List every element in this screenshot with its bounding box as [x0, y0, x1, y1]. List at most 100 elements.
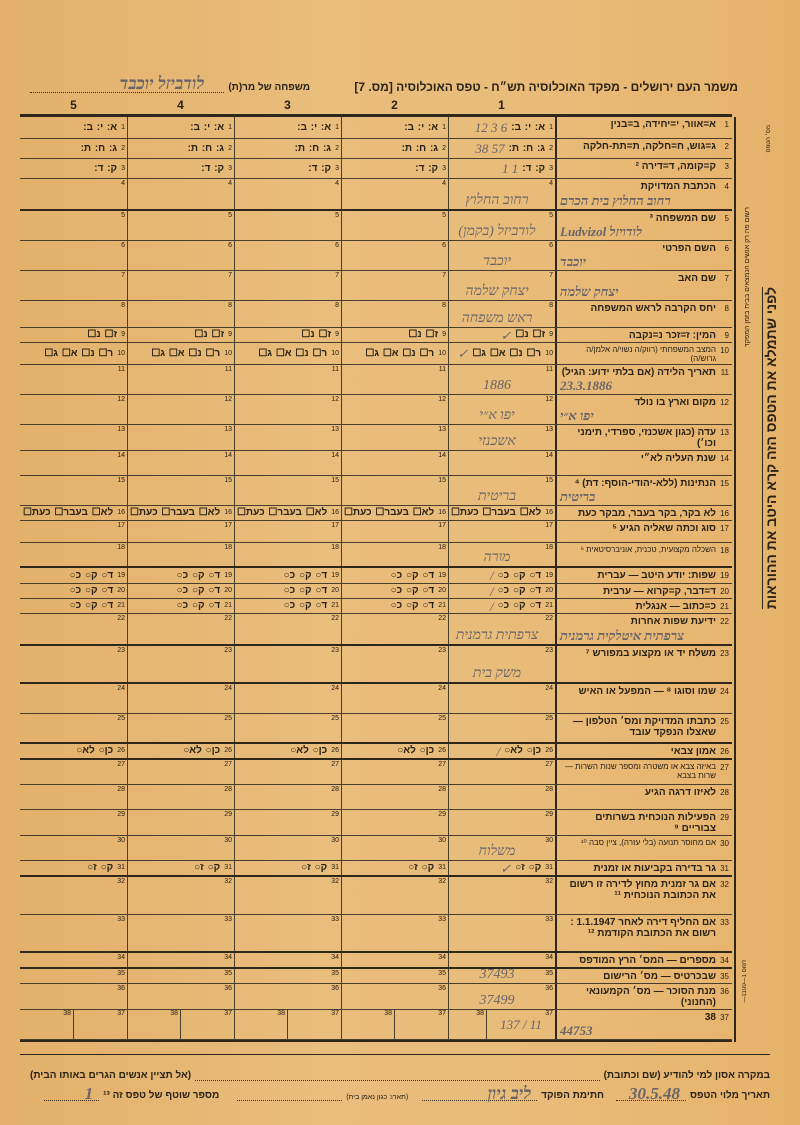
person-4-cell[interactable]: 16 לא☐ בעבר☐ כעת☐ [127, 506, 234, 520]
person-4-cell[interactable]: 24 [127, 684, 234, 713]
option-marks[interactable]: ד○ ק○ כ○ [497, 569, 542, 581]
option-marks[interactable]: ד○ ק○ כ○ [176, 600, 221, 611]
person-2-cell[interactable]: 22 [341, 614, 448, 644]
person-1-cell[interactable]: 28 [448, 785, 555, 809]
option-marks[interactable]: א: י: ב: [297, 121, 332, 133]
person-5-cell[interactable]: 14 [20, 451, 127, 475]
person-1-cell[interactable]: 8 ראש משפחה [448, 301, 555, 327]
person-5-cell[interactable]: 13 [20, 425, 127, 450]
person-5-cell[interactable]: 20 ד○ ק○ כ○ [20, 584, 127, 598]
option-marks[interactable]: ג: ח: ת: [294, 142, 332, 154]
person-4-cell[interactable]: 1 א: י: ב: [127, 117, 234, 138]
person-2-cell[interactable]: 6 [341, 241, 448, 270]
option-marks[interactable]: ז☐ נ☐ [194, 329, 225, 340]
person-2-cell[interactable]: 20 ד○ ק○ כ○ [341, 584, 448, 598]
option-marks[interactable]: כן○ לא○ [76, 745, 114, 756]
person-2-cell[interactable]: 21 ד○ ק○ כ○ [341, 599, 448, 613]
person-1-cell[interactable]: 1 א: י: ב: 6 3 12 [448, 117, 555, 138]
person-5-cell[interactable]: 29 [20, 810, 127, 835]
person-4-cell[interactable]: 34 [127, 953, 234, 967]
person-4-cell[interactable]: 32 [127, 877, 234, 914]
person-5-cell[interactable]: 24 [20, 684, 127, 713]
option-marks[interactable]: כן○ לא○ [504, 745, 542, 756]
person-4-cell[interactable]: 30 [127, 836, 234, 860]
person-4-cell[interactable]: 11 [127, 365, 234, 394]
person-2-cell[interactable]: 14 [341, 451, 448, 475]
person-4-cell[interactable]: 33 [127, 915, 234, 951]
person-1-cell[interactable]: 15 בריטית [448, 476, 555, 505]
person-1-cell[interactable]: 12 יפו א״י [448, 395, 555, 424]
sub-cell-38[interactable]: 38 [235, 1010, 287, 1039]
option-marks[interactable]: ד○ ק○ כ○ [69, 569, 114, 581]
role-input[interactable] [237, 1088, 343, 1101]
person-3-cell[interactable]: 9 ז☐ נ☐ [234, 328, 341, 342]
person-1-cell[interactable]: 18 מורה [448, 543, 555, 566]
person-4-cell[interactable]: 37 38 [127, 1010, 234, 1039]
option-marks[interactable]: א: י: ב: [404, 121, 439, 133]
person-2-cell[interactable]: 3 ק: ד: [341, 159, 448, 178]
person-3-cell[interactable]: 27 [234, 760, 341, 784]
person-3-cell[interactable]: 37 38 [234, 1010, 341, 1039]
person-1-cell[interactable]: 4 רחוב החלוץ [448, 179, 555, 209]
person-5-cell[interactable]: 25 [20, 714, 127, 742]
person-3-cell[interactable]: 23 [234, 646, 341, 682]
person-4-cell[interactable]: 28 [127, 785, 234, 809]
option-marks[interactable]: ג: ח: ת: [508, 142, 546, 154]
person-3-cell[interactable]: 1 א: י: ב: [234, 117, 341, 138]
person-1-cell[interactable]: 27 [448, 760, 555, 784]
option-marks[interactable]: ד○ ק○ כ○ [390, 585, 435, 596]
person-1-cell[interactable]: 35 37493 [448, 969, 555, 983]
person-4-cell[interactable]: 3 ק: ד: [127, 159, 234, 178]
person-5-cell[interactable]: 6 [20, 241, 127, 270]
person-3-cell[interactable]: 16 לא☐ בעבר☐ כעת☐ [234, 506, 341, 520]
person-5-cell[interactable]: 35 [20, 969, 127, 983]
person-4-cell[interactable]: 5 [127, 211, 234, 240]
person-5-cell[interactable]: 33 [20, 915, 127, 951]
option-marks[interactable]: ד○ ק○ כ○ [283, 585, 328, 596]
option-marks[interactable]: לא☐ בעבר☐ כעת☐ [22, 507, 114, 518]
person-3-cell[interactable]: 18 [234, 543, 341, 566]
person-4-cell[interactable]: 23 [127, 646, 234, 682]
person-2-cell[interactable]: 1 א: י: ב: [341, 117, 448, 138]
person-1-cell[interactable]: 19 ד○ ק○ כ○ / [448, 568, 555, 583]
person-5-cell[interactable]: 1 א: י: ב: [20, 117, 127, 138]
person-2-cell[interactable]: 27 [341, 760, 448, 784]
option-marks[interactable]: ק: ד: [201, 162, 225, 174]
person-1-cell[interactable]: 33 [448, 915, 555, 951]
option-marks[interactable]: ד○ ק○ כ○ [69, 600, 114, 611]
person-2-cell[interactable]: 19 ד○ ק○ כ○ [341, 568, 448, 583]
person-2-cell[interactable]: 29 [341, 810, 448, 835]
person-3-cell[interactable]: 35 [234, 969, 341, 983]
person-2-cell[interactable]: 5 [341, 211, 448, 240]
person-5-cell[interactable]: 34 [20, 953, 127, 967]
person-2-cell[interactable]: 13 [341, 425, 448, 450]
option-marks[interactable]: א: י: ב: [83, 121, 118, 133]
option-marks[interactable]: ג: ח: ת: [187, 142, 225, 154]
person-2-cell[interactable]: 30 [341, 836, 448, 860]
person-1-cell[interactable]: 5 לודביזל (בקמן) [448, 211, 555, 240]
option-marks[interactable]: ר☐ נ☐ א☐ ג☐ [472, 347, 542, 359]
date-input[interactable]: 30.5.48 [616, 1085, 687, 1102]
option-marks[interactable]: ר☐ נ☐ א☐ ג☐ [365, 347, 435, 359]
person-5-cell[interactable]: 9 ז☐ נ☐ [20, 328, 127, 342]
person-4-cell[interactable]: 36 [127, 984, 234, 1009]
person-5-cell[interactable]: 30 [20, 836, 127, 860]
person-1-cell[interactable]: 22 צרפתית גרמנית [448, 614, 555, 644]
option-marks[interactable]: ק○ ז○ [87, 862, 114, 873]
person-5-cell[interactable]: 7 [20, 271, 127, 300]
sub-cell-37[interactable]: 37 [394, 1010, 448, 1039]
option-marks[interactable]: ד○ ק○ כ○ [69, 585, 114, 596]
option-marks[interactable]: ד○ ק○ כ○ [497, 585, 542, 596]
option-marks[interactable]: ד○ ק○ כ○ [283, 569, 328, 581]
person-3-cell[interactable]: 34 [234, 953, 341, 967]
person-2-cell[interactable]: 18 [341, 543, 448, 566]
person-2-cell[interactable]: 8 [341, 301, 448, 327]
person-1-cell[interactable]: 23 משק בית [448, 646, 555, 682]
option-marks[interactable]: ד○ ק○ כ○ [283, 600, 328, 611]
person-4-cell[interactable]: 35 [127, 969, 234, 983]
person-4-cell[interactable]: 13 [127, 425, 234, 450]
person-4-cell[interactable]: 29 [127, 810, 234, 835]
person-3-cell[interactable]: 32 [234, 877, 341, 914]
person-2-cell[interactable]: 7 [341, 271, 448, 300]
sub-cell-37[interactable]: 37 [180, 1010, 234, 1039]
